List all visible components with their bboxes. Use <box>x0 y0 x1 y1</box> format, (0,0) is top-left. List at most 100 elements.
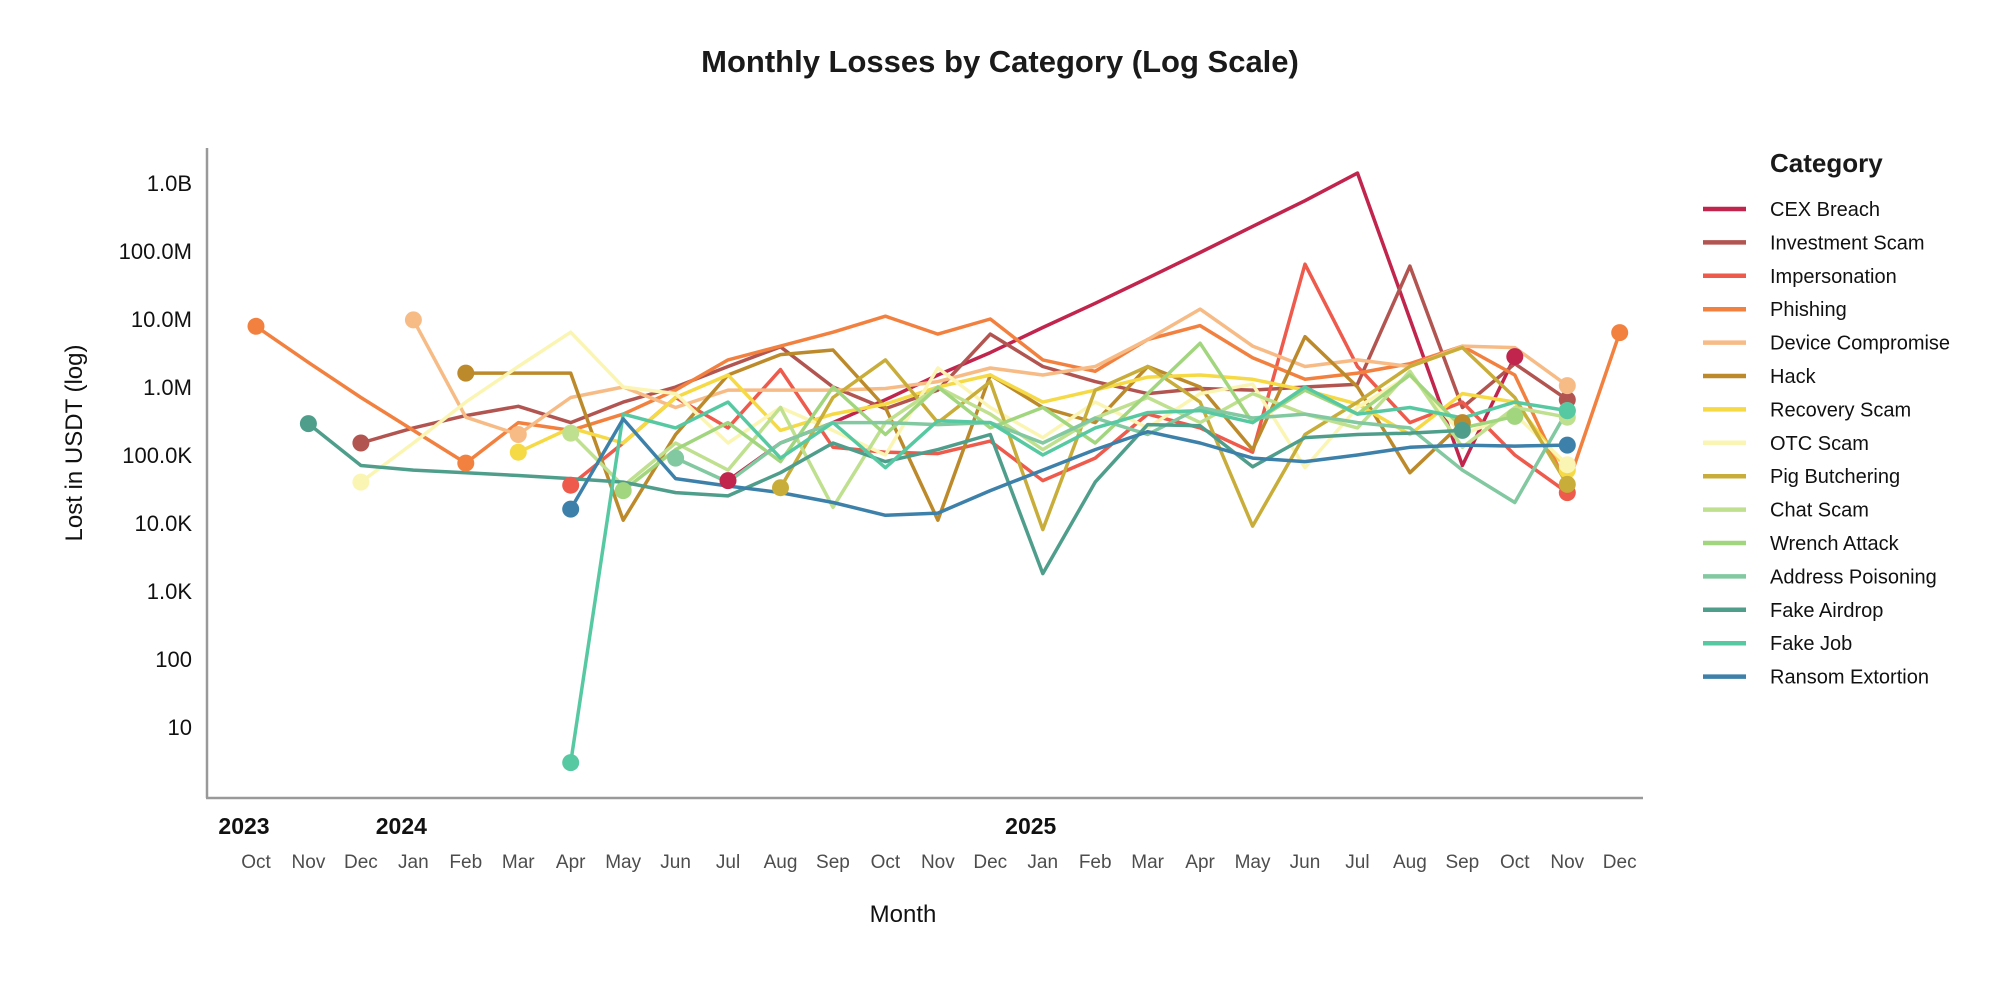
series-line-wrench-attack <box>621 341 1517 493</box>
series-point-fake-airdrop <box>299 415 317 433</box>
y-tick-10: 10 <box>168 715 192 740</box>
series-point-fake-airdrop <box>1453 421 1471 439</box>
legend-item-fake-job: Fake Job <box>1703 633 1852 655</box>
x-tick-month-7: May <box>605 852 641 873</box>
series-point-impersonation <box>562 476 580 494</box>
series-point-fake-job <box>562 754 580 772</box>
series-point-otc-scam <box>1558 456 1576 474</box>
series-point-hack <box>457 364 475 382</box>
y-tick-1.0K: 1.0K <box>147 579 193 604</box>
legend-item-impersonation: Impersonation <box>1703 266 1897 288</box>
x-tick-month-10: Aug <box>764 852 798 873</box>
legend-item-address-poisoning: Address Poisoning <box>1703 566 1937 588</box>
y-tick-1.0M: 1.0M <box>143 375 192 400</box>
legend-label: Fake Airdrop <box>1770 600 1883 622</box>
legend-item-recovery-scam: Recovery Scam <box>1703 399 1911 421</box>
legend-item-ransom-extortion: Ransom Extortion <box>1703 667 1929 689</box>
x-tick-month-1: Nov <box>292 852 326 873</box>
series-point-ransom-extortion <box>562 500 580 518</box>
legend-item-phishing: Phishing <box>1703 299 1847 321</box>
legend-item-pig-butchering: Pig Butchering <box>1703 466 1900 488</box>
legend-label: Investment Scam <box>1770 232 1925 254</box>
series-dots <box>247 311 1629 772</box>
x-axis-title: Month <box>870 901 937 928</box>
y-tick-10.0K: 10.0K <box>135 511 193 536</box>
x-tick-year-2023: 2023 <box>218 813 269 839</box>
x-tick-month-8: Jun <box>660 852 691 873</box>
legend-item-cex-breach: CEX Breach <box>1703 199 1880 221</box>
series-point-recovery-scam <box>509 443 527 461</box>
x-tick-month-5: Mar <box>502 852 535 873</box>
legend-label: Device Compromise <box>1770 333 1950 355</box>
legend-label: CEX Breach <box>1770 199 1880 221</box>
series-line-impersonation <box>568 262 1570 495</box>
x-axis-ticks: Oct Nov Dec Jan Feb Mar Apr May Jun Jul Aug Sep Oct N… <box>218 813 1636 873</box>
legend-item-wrench-attack: Wrench Attack <box>1703 533 1900 555</box>
series-line-fake-airdrop <box>306 421 1465 576</box>
legend-label: Pig Butchering <box>1770 466 1900 488</box>
y-axis-title: Lost in USDT (log) <box>61 345 88 542</box>
chart-title: Monthly Losses by Category (Log Scale) <box>701 44 1299 79</box>
series-point-pig-butchering <box>772 479 789 497</box>
y-axis-ticks: 1.0B 100.0M 10.0M 1.0M 100.0K 10.0K 1.0K 100 10 <box>119 171 193 740</box>
series-line-otc-scam <box>359 330 1570 484</box>
axes <box>205 148 1643 800</box>
series-point-phishing <box>457 454 475 472</box>
x-tick-month-16: Feb <box>1079 852 1112 873</box>
series-point-ransom-extortion <box>1558 436 1576 454</box>
x-tick-month-20: Jun <box>1290 852 1321 873</box>
x-tick-month-21: Jul <box>1345 852 1369 873</box>
legend: Category CEX Breach Investment Scam Impers… <box>1703 148 1950 689</box>
x-tick-month-9: Jul <box>716 852 740 873</box>
x-tick-month-26: Dec <box>1603 852 1637 873</box>
x-tick-year-2025: 2025 <box>1005 813 1056 839</box>
legend-label: Wrench Attack <box>1770 533 1900 555</box>
legend-label: Impersonation <box>1770 266 1897 288</box>
series-line-phishing <box>254 314 1622 488</box>
x-tick-month-4: Feb <box>449 852 482 873</box>
x-tick-month-17: Mar <box>1131 852 1164 873</box>
x-tick-month-25: Nov <box>1550 852 1584 873</box>
y-tick-100.0M: 100.0M <box>119 239 192 264</box>
y-tick-100.0K: 100.0K <box>122 443 192 468</box>
y-tick-1.0B: 1.0B <box>147 171 192 196</box>
legend-title: Category <box>1770 148 1883 178</box>
x-tick-month-22: Aug <box>1393 852 1427 873</box>
legend-item-otc-scam: OTC Scam <box>1703 433 1869 455</box>
series-point-device-compromise <box>1558 377 1576 395</box>
series-point-address-poisoning <box>667 449 685 467</box>
y-tick-10.0M: 10.0M <box>131 307 192 332</box>
legend-item-investment-scam: Investment Scam <box>1703 232 1925 254</box>
legend-label: Chat Scam <box>1770 500 1869 522</box>
series-point-cex-breach <box>719 472 737 490</box>
x-tick-month-13: Nov <box>921 852 955 873</box>
series-point-otc-scam <box>352 473 370 491</box>
series-line-recovery-scam <box>516 373 1570 472</box>
series-point-fake-job <box>1558 402 1576 420</box>
series-line-ransom-extortion <box>568 417 1570 518</box>
legend-label: Phishing <box>1770 299 1847 321</box>
x-tick-month-15: Jan <box>1027 852 1058 873</box>
legend-label: Ransom Extortion <box>1770 667 1929 689</box>
series-point-phishing <box>1611 324 1629 342</box>
x-tick-month-3: Jan <box>398 852 429 873</box>
series-point-cex-breach <box>1506 348 1524 366</box>
legend-item-device-compromise: Device Compromise <box>1703 333 1950 355</box>
series-point-device-compromise <box>404 311 422 329</box>
series-point-chat-scam <box>562 424 580 442</box>
series-line-device-compromise <box>411 307 1570 437</box>
x-tick-month-23: Sep <box>1445 852 1479 873</box>
series-point-device-compromise <box>509 426 527 443</box>
legend-item-chat-scam: Chat Scam <box>1703 500 1869 522</box>
series-lines <box>254 171 1622 765</box>
x-tick-month-24: Oct <box>1500 852 1530 873</box>
x-tick-month-0: Oct <box>241 852 271 873</box>
x-tick-month-11: Sep <box>816 852 850 873</box>
legend-label: Recovery Scam <box>1770 399 1911 421</box>
legend-item-hack: Hack <box>1703 366 1817 388</box>
legend-label: Fake Job <box>1770 633 1852 655</box>
series-line-fake-job <box>568 385 1570 765</box>
y-tick-100: 100 <box>155 647 192 672</box>
